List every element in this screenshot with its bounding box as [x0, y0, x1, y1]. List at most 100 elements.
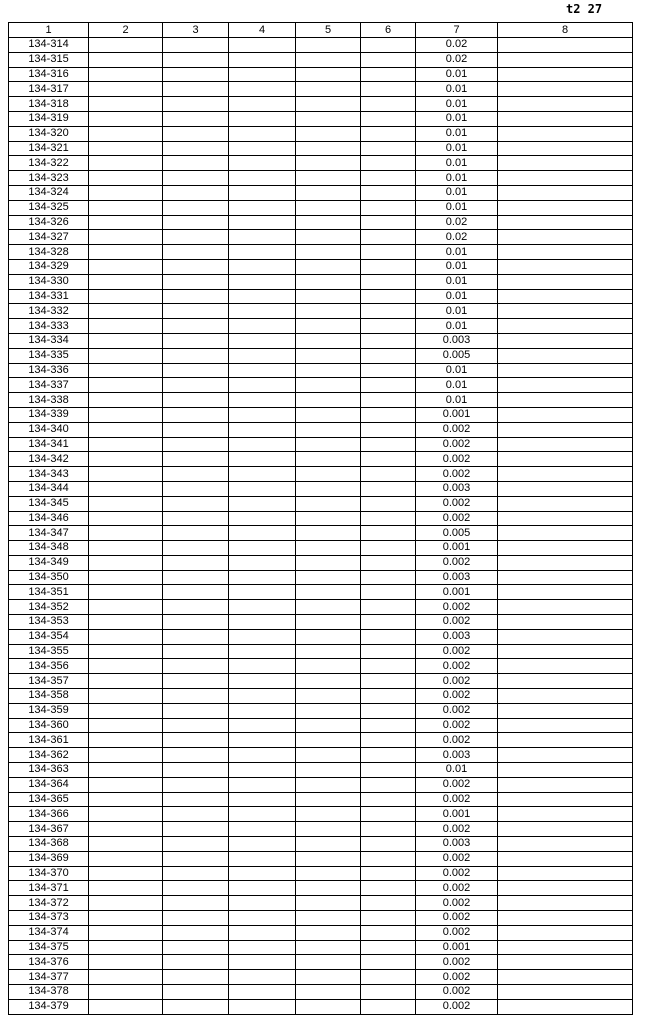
empty-cell: [162, 125, 229, 142]
empty-cell: [360, 939, 416, 956]
empty-cell: [162, 421, 229, 438]
empty-cell: [162, 510, 229, 527]
empty-cell: [228, 688, 296, 704]
table-row: 134-377 0.002: [8, 969, 633, 985]
empty-cell: [88, 836, 163, 852]
empty-cell: [497, 791, 633, 808]
empty-cell: [162, 688, 229, 704]
empty-cell: [360, 170, 416, 186]
empty-cell: [497, 658, 633, 675]
value-cell: 0.01: [415, 318, 498, 334]
value-cell: 0.01: [415, 66, 498, 83]
empty-cell: [88, 155, 163, 172]
empty-cell: [162, 732, 229, 749]
empty-cell: [497, 939, 633, 956]
empty-cell: [360, 895, 416, 912]
empty-cell: [360, 81, 416, 98]
empty-cell: [497, 540, 633, 556]
empty-cell: [497, 614, 633, 630]
empty-cell: [162, 229, 229, 246]
value-cell: 0.002: [415, 688, 498, 704]
empty-cell: [88, 673, 163, 690]
empty-cell: [295, 836, 361, 852]
empty-cell: [360, 865, 416, 882]
row-id-cell: 134-368: [8, 836, 89, 852]
empty-cell: [497, 569, 633, 586]
empty-cell: [295, 140, 361, 157]
row-id-cell: 134-343: [8, 466, 89, 482]
empty-cell: [497, 51, 633, 68]
value-cell: 0.01: [415, 81, 498, 98]
empty-cell: [295, 673, 361, 690]
value-cell: 0.001: [415, 939, 498, 956]
row-id-cell: 134-354: [8, 628, 89, 645]
empty-cell: [295, 347, 361, 364]
empty-cell: [88, 998, 163, 1015]
row-id-cell: 134-331: [8, 288, 89, 305]
table-row: 134-362 0.003: [8, 747, 633, 764]
empty-cell: [295, 599, 361, 616]
empty-cell: [360, 673, 416, 690]
empty-cell: [162, 273, 229, 290]
empty-cell: [497, 96, 633, 112]
empty-cell: [497, 229, 633, 246]
empty-cell: [88, 318, 163, 334]
row-id-cell: 134-322: [8, 155, 89, 172]
column-header: 5: [295, 22, 361, 38]
empty-cell: [162, 836, 229, 852]
empty-cell: [162, 599, 229, 616]
value-cell: 0.01: [415, 110, 498, 127]
empty-cell: [497, 924, 633, 941]
empty-cell: [295, 392, 361, 408]
empty-cell: [360, 540, 416, 556]
value-cell: 0.002: [415, 510, 498, 527]
row-id-cell: 134-317: [8, 81, 89, 98]
empty-cell: [228, 392, 296, 408]
table-row: 134-361 0.002: [8, 732, 633, 749]
row-id-cell: 134-321: [8, 140, 89, 157]
empty-cell: [360, 658, 416, 675]
empty-cell: [360, 984, 416, 1000]
empty-cell: [295, 554, 361, 571]
table-row: 134-352 0.002: [8, 599, 633, 616]
empty-cell: [88, 702, 163, 719]
empty-cell: [295, 732, 361, 749]
table-row: 134-315 0.02: [8, 51, 633, 68]
table-row: 134-350 0.003: [8, 569, 633, 586]
table-row: 134-341 0.002: [8, 436, 633, 453]
empty-cell: [228, 81, 296, 98]
empty-cell: [295, 939, 361, 956]
empty-cell: [88, 732, 163, 749]
empty-cell: [295, 244, 361, 260]
value-cell: 0.01: [415, 288, 498, 305]
value-cell: 0.01: [415, 155, 498, 172]
empty-cell: [497, 451, 633, 468]
empty-cell: [497, 273, 633, 290]
value-cell: 0.002: [415, 436, 498, 453]
empty-cell: [360, 614, 416, 630]
empty-cell: [88, 821, 163, 838]
empty-cell: [295, 540, 361, 556]
empty-cell: [360, 451, 416, 468]
empty-cell: [497, 984, 633, 1000]
row-id-cell: 134-327: [8, 229, 89, 246]
value-cell: 0.003: [415, 628, 498, 645]
empty-cell: [88, 125, 163, 142]
empty-cell: [88, 806, 163, 823]
empty-cell: [228, 436, 296, 453]
empty-cell: [88, 910, 163, 926]
empty-cell: [295, 170, 361, 186]
empty-cell: [228, 865, 296, 882]
empty-cell: [360, 466, 416, 482]
table-row: 134-369 0.002: [8, 850, 633, 867]
empty-cell: [360, 406, 416, 423]
value-cell: 0.002: [415, 673, 498, 690]
empty-cell: [162, 791, 229, 808]
empty-cell: [295, 495, 361, 512]
empty-cell: [228, 998, 296, 1015]
row-id-cell: 134-352: [8, 599, 89, 616]
row-id-cell: 134-361: [8, 732, 89, 749]
empty-cell: [88, 924, 163, 941]
value-cell: 0.002: [415, 924, 498, 941]
empty-cell: [162, 658, 229, 675]
